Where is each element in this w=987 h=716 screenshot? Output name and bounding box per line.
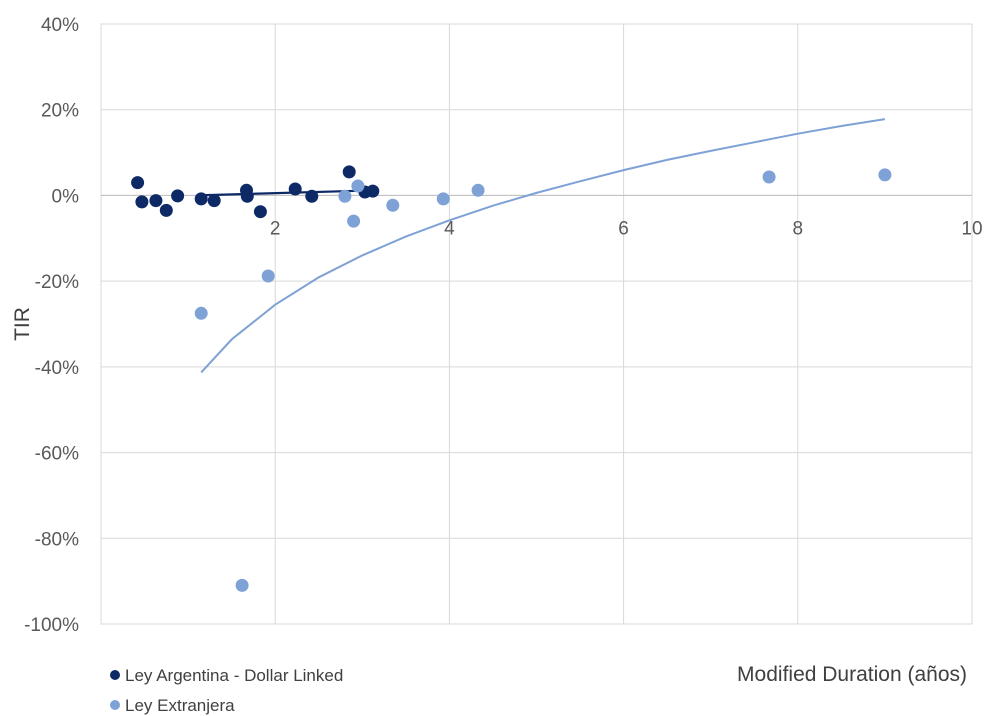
legend-label-ley-argentina: Ley Argentina - Dollar Linked bbox=[125, 666, 343, 685]
point-series-1 bbox=[305, 189, 319, 203]
point-series-2 bbox=[351, 179, 365, 193]
y-tick-label: -100% bbox=[24, 615, 79, 636]
point-series-2 bbox=[347, 214, 361, 228]
point-series-2 bbox=[762, 170, 776, 184]
y-tick-label: -20% bbox=[35, 272, 79, 293]
x-tick-label: 4 bbox=[444, 218, 455, 239]
legend: Ley Argentina - Dollar Linked Ley Extran… bbox=[110, 666, 343, 715]
point-series-1 bbox=[171, 189, 185, 203]
x-tick-label: 8 bbox=[793, 218, 804, 239]
point-series-2 bbox=[436, 192, 450, 206]
x-axis-title: Modified Duration (años) bbox=[737, 663, 967, 686]
plot-border bbox=[100, 23, 973, 625]
point-series-1 bbox=[207, 194, 221, 208]
x-tick-labels: 2 4 6 8 10 bbox=[270, 218, 983, 239]
legend-marker-ley-argentina bbox=[110, 670, 120, 680]
y-tick-label: -40% bbox=[35, 358, 79, 379]
point-series-1 bbox=[253, 205, 267, 219]
point-series-1 bbox=[135, 195, 149, 209]
y-tick-labels: 40% 20% 0% -20% -40% -60% -80% -100% bbox=[24, 15, 79, 636]
point-series-1 bbox=[240, 189, 254, 203]
y-tick-label: 20% bbox=[41, 101, 79, 122]
trendline-series-2 bbox=[200, 118, 886, 374]
point-series-1 bbox=[366, 184, 380, 198]
legend-marker-ley-extranjera bbox=[110, 700, 120, 710]
point-series-2 bbox=[338, 189, 352, 203]
y-tick-label: 0% bbox=[52, 186, 80, 207]
point-series-1 bbox=[288, 182, 302, 196]
point-series-1 bbox=[131, 176, 145, 190]
y-tick-label: -80% bbox=[35, 529, 79, 550]
y-tick-label: 40% bbox=[41, 15, 79, 36]
point-series-2 bbox=[878, 168, 892, 182]
x-tick-label: 6 bbox=[618, 218, 629, 239]
point-series-2 bbox=[471, 183, 485, 197]
trendlines bbox=[196, 118, 886, 374]
legend-label-ley-extranjera: Ley Extranjera bbox=[125, 696, 235, 715]
point-series-1 bbox=[159, 203, 173, 217]
point-series-2 bbox=[386, 198, 400, 212]
y-axis-title: TIR bbox=[11, 307, 34, 341]
point-series-1 bbox=[149, 194, 163, 208]
gridlines bbox=[100, 23, 973, 625]
point-series-2 bbox=[235, 578, 249, 592]
data-points bbox=[131, 165, 892, 592]
point-series-2 bbox=[194, 306, 208, 320]
point-series-1 bbox=[194, 192, 208, 206]
x-tick-label: 10 bbox=[961, 218, 982, 239]
x-tick-label: 2 bbox=[270, 218, 281, 239]
point-series-1 bbox=[342, 165, 356, 179]
y-tick-label: -60% bbox=[35, 444, 79, 465]
point-series-2 bbox=[261, 269, 275, 283]
